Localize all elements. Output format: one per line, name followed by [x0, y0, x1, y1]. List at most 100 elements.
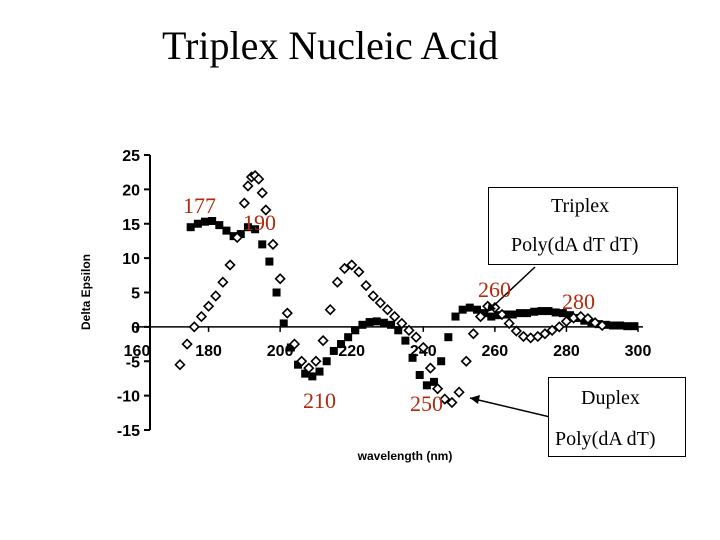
triplex-data-point: [251, 225, 260, 234]
y-tick-label: -15: [117, 423, 140, 440]
triplex-data-point: [301, 369, 310, 378]
x-tick-label: 160: [124, 343, 151, 360]
peak-label-280: 280: [562, 289, 595, 314]
triplex-legend-line2: Poly(dA dT dT): [511, 234, 639, 256]
triplex-data-point: [408, 353, 417, 362]
triplex-legend-box: Triplex Poly(dA dT dT): [488, 187, 678, 265]
duplex-data-point: [453, 386, 465, 398]
duplex-data-point: [303, 362, 315, 374]
triplex-data-point: [358, 320, 367, 329]
triplex-data-point: [372, 317, 381, 326]
duplex-data-point: [267, 238, 279, 251]
triplex-data-point: [551, 308, 560, 317]
y-tick-label: 10: [122, 251, 140, 268]
duplex-data-point: [360, 279, 372, 292]
triplex-data-point: [365, 318, 374, 327]
duplex-data-point: [224, 259, 236, 271]
duplex-data-point: [253, 173, 265, 185]
duplex-data-point: [242, 180, 254, 192]
duplex-data-point: [431, 383, 444, 395]
triplex-data-point: [444, 333, 453, 342]
triplex-data-point: [200, 217, 209, 226]
triplex-data-point: [193, 219, 202, 228]
chart-marks: [174, 169, 639, 409]
triplex-data-point: [215, 221, 224, 230]
triplex-data-point: [472, 305, 481, 314]
y-tick-label: 20: [122, 182, 140, 199]
triplex-data-point: [544, 307, 553, 316]
triplex-data-point: [286, 343, 295, 352]
triplex-data-point: [558, 309, 567, 318]
triplex-data-point: [258, 240, 267, 249]
duplex-data-point: [238, 197, 250, 209]
duplex-data-point: [546, 324, 558, 336]
duplex-legend-line2: Poly(dA dT): [555, 428, 656, 450]
triplex-data-point: [208, 217, 217, 225]
duplex-data-point: [403, 324, 415, 336]
duplex-data-point: [367, 290, 379, 302]
peak-label-250: 250: [410, 391, 443, 416]
y-tick-label: 15: [122, 217, 140, 234]
triplex-data-point: [616, 321, 625, 330]
duplex-data-point: [396, 317, 408, 330]
duplex-arrow-head: [470, 395, 480, 404]
triplex-data-point: [480, 309, 489, 318]
duplex-data-point: [582, 312, 594, 325]
y-axis-label: Delta Epsilon: [79, 254, 93, 330]
duplex-data-point: [260, 204, 272, 216]
triplex-data-point: [344, 333, 353, 342]
triplex-data-point: [508, 310, 517, 319]
triplex-data-point: [415, 371, 424, 379]
duplex-data-point: [174, 359, 186, 371]
duplex-data-point: [539, 328, 551, 340]
triplex-data-point: [265, 257, 274, 266]
duplex-data-point: [274, 273, 286, 285]
triplex-data-point: [523, 309, 532, 318]
duplex-data-point: [510, 325, 522, 337]
duplex-data-point: [424, 362, 437, 374]
duplex-data-point: [202, 300, 215, 312]
y-tick-label: 25: [122, 148, 140, 165]
peak-label-260: 260: [478, 277, 511, 302]
duplex-data-point: [295, 355, 308, 367]
triplex-data-point: [451, 312, 460, 321]
duplex-data-point: [231, 231, 243, 244]
triplex-data-point: [401, 336, 410, 345]
triplex-data-point: [236, 230, 245, 239]
y-tick-label: -10: [117, 389, 140, 406]
duplex-data-point: [281, 307, 293, 319]
duplex-data-point: [188, 321, 200, 333]
duplex-data-point: [467, 328, 480, 340]
duplex-legend-box: Duplex Poly(dA dT): [548, 377, 686, 457]
duplex-data-point: [288, 338, 301, 350]
triplex-data-point: [394, 326, 403, 335]
triplex-data-point: [623, 322, 632, 331]
y-tick-label: -5: [126, 354, 140, 371]
duplex-data-point: [417, 341, 429, 354]
duplex-data-point: [474, 310, 487, 323]
triplex-data-point: [379, 318, 388, 327]
triplex-data-point: [243, 223, 252, 232]
triplex-data-point: [430, 377, 439, 386]
duplex-data-point: [560, 315, 573, 328]
duplex-data-point: [460, 355, 472, 367]
x-tick-label: 180: [195, 343, 222, 360]
peak-label-190: 190: [243, 210, 276, 235]
duplex-data-point: [381, 304, 394, 316]
triplex-arrow-head: [487, 302, 496, 312]
triplex-data-point: [566, 311, 575, 320]
duplex-data-point: [353, 266, 365, 278]
duplex-data-point: [331, 276, 344, 288]
duplex-data-point: [439, 393, 451, 405]
triplex-data-point: [186, 223, 195, 232]
duplex-data-point: [210, 290, 222, 302]
triplex-arrow-line: [486, 266, 536, 313]
duplex-data-point: [181, 338, 193, 350]
duplex-data-point: [517, 330, 530, 343]
triplex-data-point: [308, 372, 317, 381]
triplex-data-point: [530, 307, 539, 316]
x-tick-label: 260: [482, 343, 509, 360]
duplex-data-point: [596, 319, 608, 332]
duplex-data-point: [389, 310, 401, 323]
